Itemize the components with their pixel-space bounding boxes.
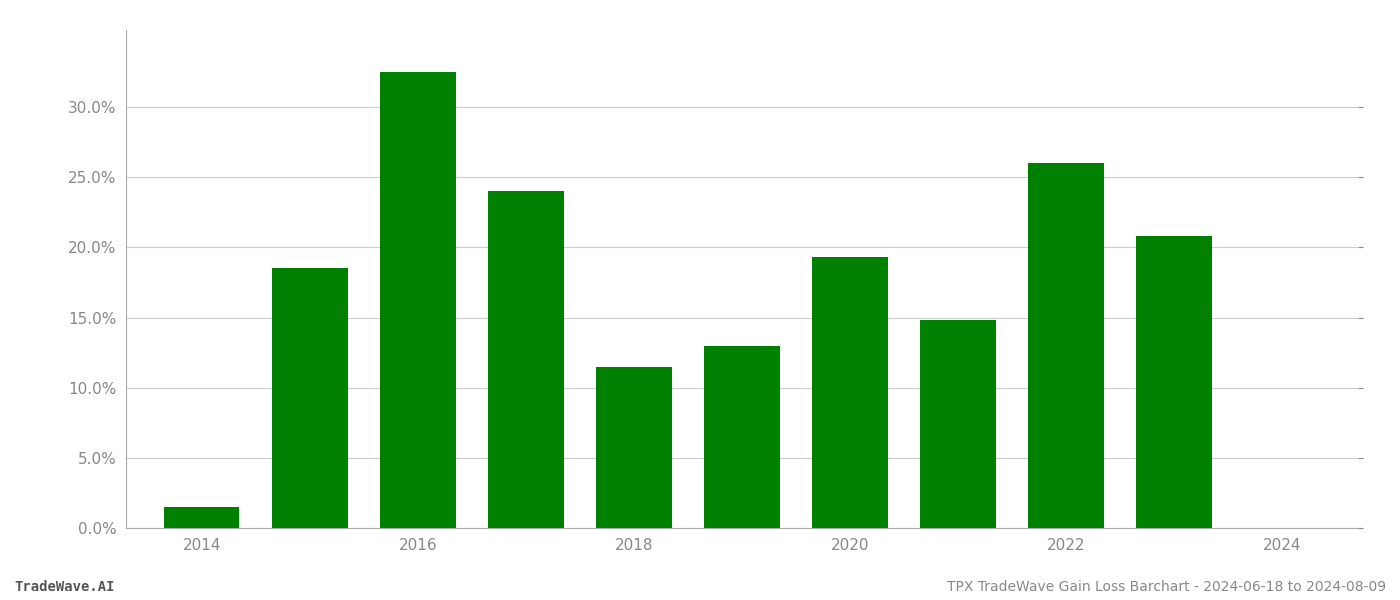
Bar bbox=[704, 346, 780, 528]
Bar bbox=[920, 320, 995, 528]
Text: TPX TradeWave Gain Loss Barchart - 2024-06-18 to 2024-08-09: TPX TradeWave Gain Loss Barchart - 2024-… bbox=[946, 580, 1386, 594]
Bar bbox=[489, 191, 564, 528]
Text: TradeWave.AI: TradeWave.AI bbox=[14, 580, 115, 594]
Bar bbox=[1029, 163, 1105, 528]
Bar bbox=[596, 367, 672, 528]
Bar bbox=[164, 507, 239, 528]
Bar bbox=[812, 257, 888, 528]
Bar bbox=[379, 72, 455, 528]
Bar bbox=[272, 268, 347, 528]
Bar bbox=[1137, 236, 1212, 528]
